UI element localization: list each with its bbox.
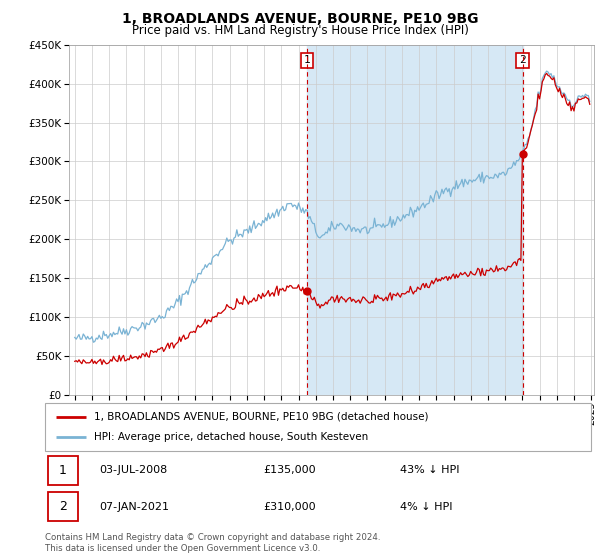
Text: 1: 1 bbox=[59, 464, 67, 477]
Text: 2: 2 bbox=[519, 55, 526, 66]
Text: Contains HM Land Registry data © Crown copyright and database right 2024.
This d: Contains HM Land Registry data © Crown c… bbox=[45, 533, 380, 553]
Text: 1: 1 bbox=[304, 55, 311, 66]
Text: £310,000: £310,000 bbox=[263, 502, 316, 511]
Text: 43% ↓ HPI: 43% ↓ HPI bbox=[400, 465, 460, 475]
FancyBboxPatch shape bbox=[48, 456, 78, 484]
FancyBboxPatch shape bbox=[48, 492, 78, 521]
Text: 1, BROADLANDS AVENUE, BOURNE, PE10 9BG: 1, BROADLANDS AVENUE, BOURNE, PE10 9BG bbox=[122, 12, 478, 26]
Text: 4% ↓ HPI: 4% ↓ HPI bbox=[400, 502, 452, 511]
Text: Price paid vs. HM Land Registry's House Price Index (HPI): Price paid vs. HM Land Registry's House … bbox=[131, 24, 469, 36]
Text: HPI: Average price, detached house, South Kesteven: HPI: Average price, detached house, Sout… bbox=[94, 432, 368, 442]
Text: 03-JUL-2008: 03-JUL-2008 bbox=[100, 465, 168, 475]
FancyBboxPatch shape bbox=[45, 403, 591, 451]
Text: £135,000: £135,000 bbox=[263, 465, 316, 475]
Bar bbox=[307, 45, 523, 395]
Text: 1, BROADLANDS AVENUE, BOURNE, PE10 9BG (detached house): 1, BROADLANDS AVENUE, BOURNE, PE10 9BG (… bbox=[94, 412, 428, 422]
Text: 2: 2 bbox=[59, 500, 67, 513]
Text: 07-JAN-2021: 07-JAN-2021 bbox=[100, 502, 170, 511]
